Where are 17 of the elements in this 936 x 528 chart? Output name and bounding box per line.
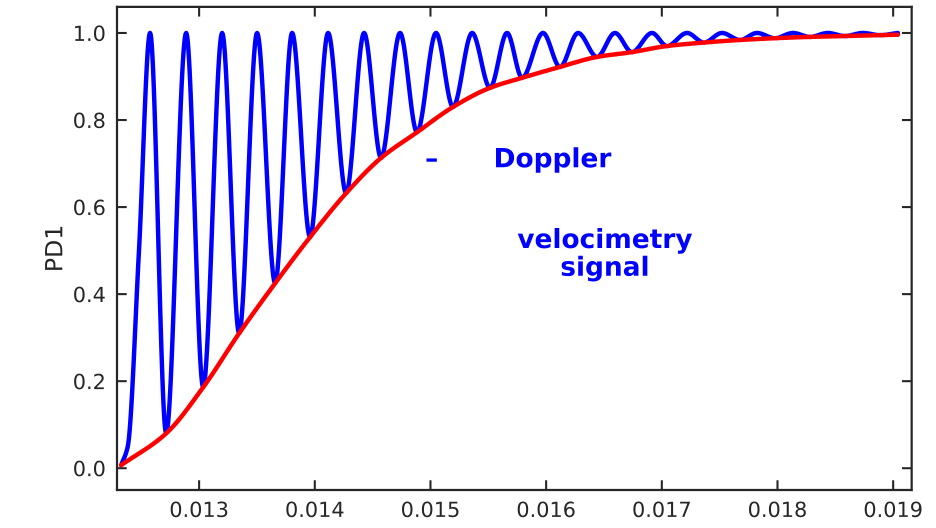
- y-axis-title: PD1: [45, 226, 62, 270]
- x-tick-label: 0.019: [864, 501, 922, 518]
- x-tick-label: 0.013: [170, 501, 228, 518]
- annotation: velocimetry signal: [518, 228, 692, 282]
- x-tick-label: 0.018: [749, 501, 806, 518]
- x-tick-label: 0.014: [286, 501, 344, 518]
- y-tick-label: 0.0: [74, 460, 105, 476]
- y-tick-label: 0.2: [74, 374, 104, 390]
- y-tick-label: 0.8: [74, 112, 104, 128]
- annotation: –: [426, 158, 437, 162]
- y-tick-label: 0.6: [74, 200, 105, 216]
- x-tick-label: 0.017: [633, 501, 690, 518]
- y-tick-label: 0.4: [74, 286, 105, 302]
- y-tick-label: 1.0: [75, 25, 105, 42]
- x-tick-label: 0.016: [518, 501, 575, 518]
- x-tick-label: 0.015: [402, 501, 458, 518]
- annotation: Doppler: [496, 147, 612, 173]
